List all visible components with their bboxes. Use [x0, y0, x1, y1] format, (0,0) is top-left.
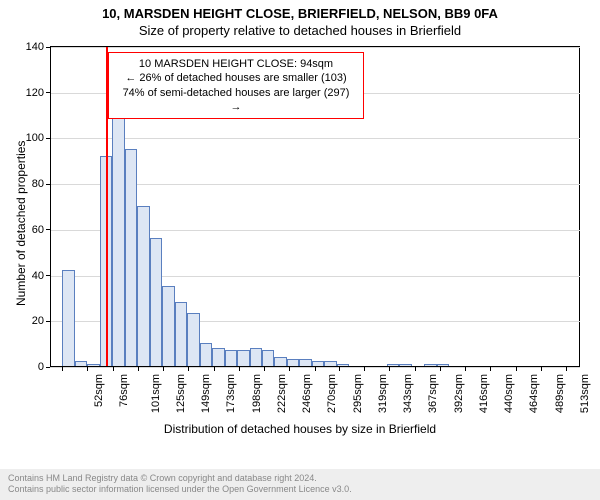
- y-tick-label: 40: [32, 270, 44, 282]
- y-tick-label: 60: [32, 224, 44, 236]
- x-tick-label: 270sqm: [326, 374, 338, 413]
- x-tick-label: 416sqm: [478, 374, 490, 413]
- x-tick: [490, 367, 491, 371]
- x-tick: [364, 367, 365, 371]
- histogram-bar: [150, 238, 162, 366]
- x-tick: [389, 367, 390, 371]
- x-tick: [339, 367, 340, 371]
- x-tick-label: 343sqm: [402, 374, 414, 413]
- x-tick: [62, 367, 63, 371]
- x-tick-label: 52sqm: [94, 374, 106, 407]
- histogram-bar: [424, 364, 436, 366]
- x-tick: [415, 367, 416, 371]
- x-tick-label: 76sqm: [118, 374, 130, 407]
- gridline: [50, 47, 580, 48]
- annotation-box: 10 MARSDEN HEIGHT CLOSE: 94sqm ← 26% of …: [108, 52, 364, 119]
- histogram-bar: [225, 350, 237, 366]
- x-tick: [541, 367, 542, 371]
- x-axis-label: Distribution of detached houses by size …: [0, 422, 600, 436]
- chart-title-2: Size of property relative to detached ho…: [0, 21, 600, 38]
- x-tick-label: 367sqm: [427, 374, 439, 413]
- histogram-bar: [212, 348, 224, 366]
- gridline: [50, 138, 580, 139]
- y-tick-label: 140: [26, 41, 44, 53]
- x-tick: [163, 367, 164, 371]
- x-tick-label: 489sqm: [554, 374, 566, 413]
- x-tick-label: 319sqm: [377, 374, 389, 413]
- histogram-bar: [299, 359, 311, 366]
- histogram-bar: [274, 357, 286, 366]
- annot-line1: 10 MARSDEN HEIGHT CLOSE: 94sqm: [117, 57, 355, 71]
- y-tick-label: 100: [26, 132, 44, 144]
- x-tick-label: 246sqm: [301, 374, 313, 413]
- histogram-bar: [387, 364, 399, 366]
- histogram-bar: [125, 149, 137, 366]
- x-tick: [264, 367, 265, 371]
- histogram-bar: [287, 359, 299, 366]
- x-tick-label: 198sqm: [251, 374, 263, 413]
- histogram-bar: [187, 313, 199, 366]
- histogram-bar: [312, 361, 324, 366]
- histogram-bar: [87, 364, 99, 366]
- histogram-bar: [62, 270, 74, 366]
- x-tick-label: 149sqm: [200, 374, 212, 413]
- x-tick-label: 295sqm: [352, 374, 364, 413]
- histogram-bar: [162, 286, 174, 366]
- x-tick-label: 125sqm: [175, 374, 187, 413]
- x-tick-label: 222sqm: [276, 374, 288, 413]
- footer-line2: Contains public sector information licen…: [8, 484, 592, 496]
- x-tick: [138, 367, 139, 371]
- footer: Contains HM Land Registry data © Crown c…: [0, 469, 600, 500]
- x-tick: [440, 367, 441, 371]
- histogram-bar: [437, 364, 449, 366]
- y-tick-label: 80: [32, 178, 44, 190]
- histogram-bar: [262, 350, 274, 366]
- histogram-bar: [250, 348, 262, 366]
- x-tick: [113, 367, 114, 371]
- x-tick: [465, 367, 466, 371]
- x-tick: [214, 367, 215, 371]
- x-tick: [516, 367, 517, 371]
- x-tick-label: 440sqm: [503, 374, 515, 413]
- y-axis-label: Number of detached properties: [14, 141, 28, 306]
- histogram-bar: [237, 350, 249, 366]
- histogram-bar: [324, 361, 336, 366]
- y-tick-label: 20: [32, 315, 44, 327]
- histogram-bar: [337, 364, 349, 366]
- y-tick-label: 120: [26, 87, 44, 99]
- chart-title-1: 10, MARSDEN HEIGHT CLOSE, BRIERFIELD, NE…: [0, 0, 600, 21]
- chart-container: 10, MARSDEN HEIGHT CLOSE, BRIERFIELD, NE…: [0, 0, 600, 468]
- x-tick-label: 464sqm: [528, 374, 540, 413]
- histogram-bar: [75, 361, 87, 366]
- x-tick-label: 513sqm: [579, 374, 591, 413]
- x-tick: [239, 367, 240, 371]
- x-tick: [87, 367, 88, 371]
- histogram-bar: [137, 206, 149, 366]
- annot-line2: ← 26% of detached houses are smaller (10…: [117, 71, 355, 85]
- annot-line3: 74% of semi-detached houses are larger (…: [117, 86, 355, 115]
- histogram-bar: [175, 302, 187, 366]
- axis-line: [50, 47, 51, 367]
- x-tick: [315, 367, 316, 371]
- x-tick: [188, 367, 189, 371]
- x-tick: [566, 367, 567, 371]
- histogram-bar: [399, 364, 411, 366]
- x-tick-label: 101sqm: [151, 374, 163, 413]
- x-tick-label: 173sqm: [225, 374, 237, 413]
- x-tick-label: 392sqm: [453, 374, 465, 413]
- histogram-bar: [200, 343, 212, 366]
- footer-line1: Contains HM Land Registry data © Crown c…: [8, 473, 592, 485]
- y-tick-label: 0: [38, 361, 44, 373]
- x-tick: [289, 367, 290, 371]
